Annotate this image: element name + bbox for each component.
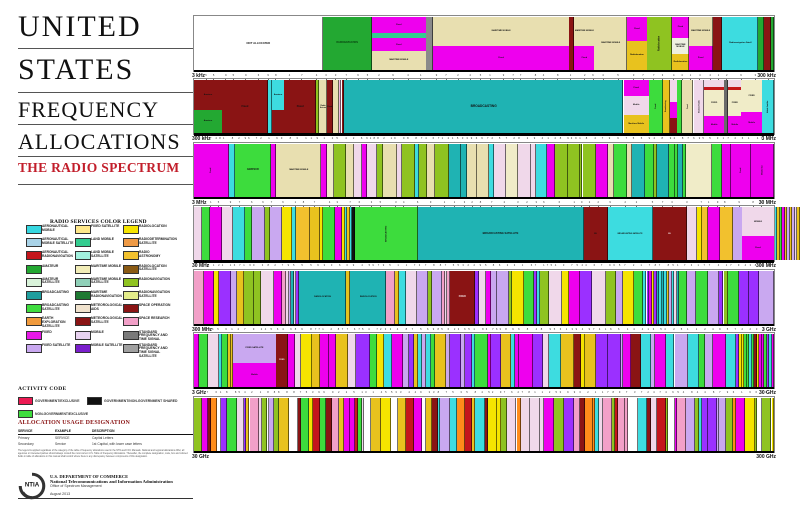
svg-text:NTIA: NTIA <box>25 482 40 489</box>
